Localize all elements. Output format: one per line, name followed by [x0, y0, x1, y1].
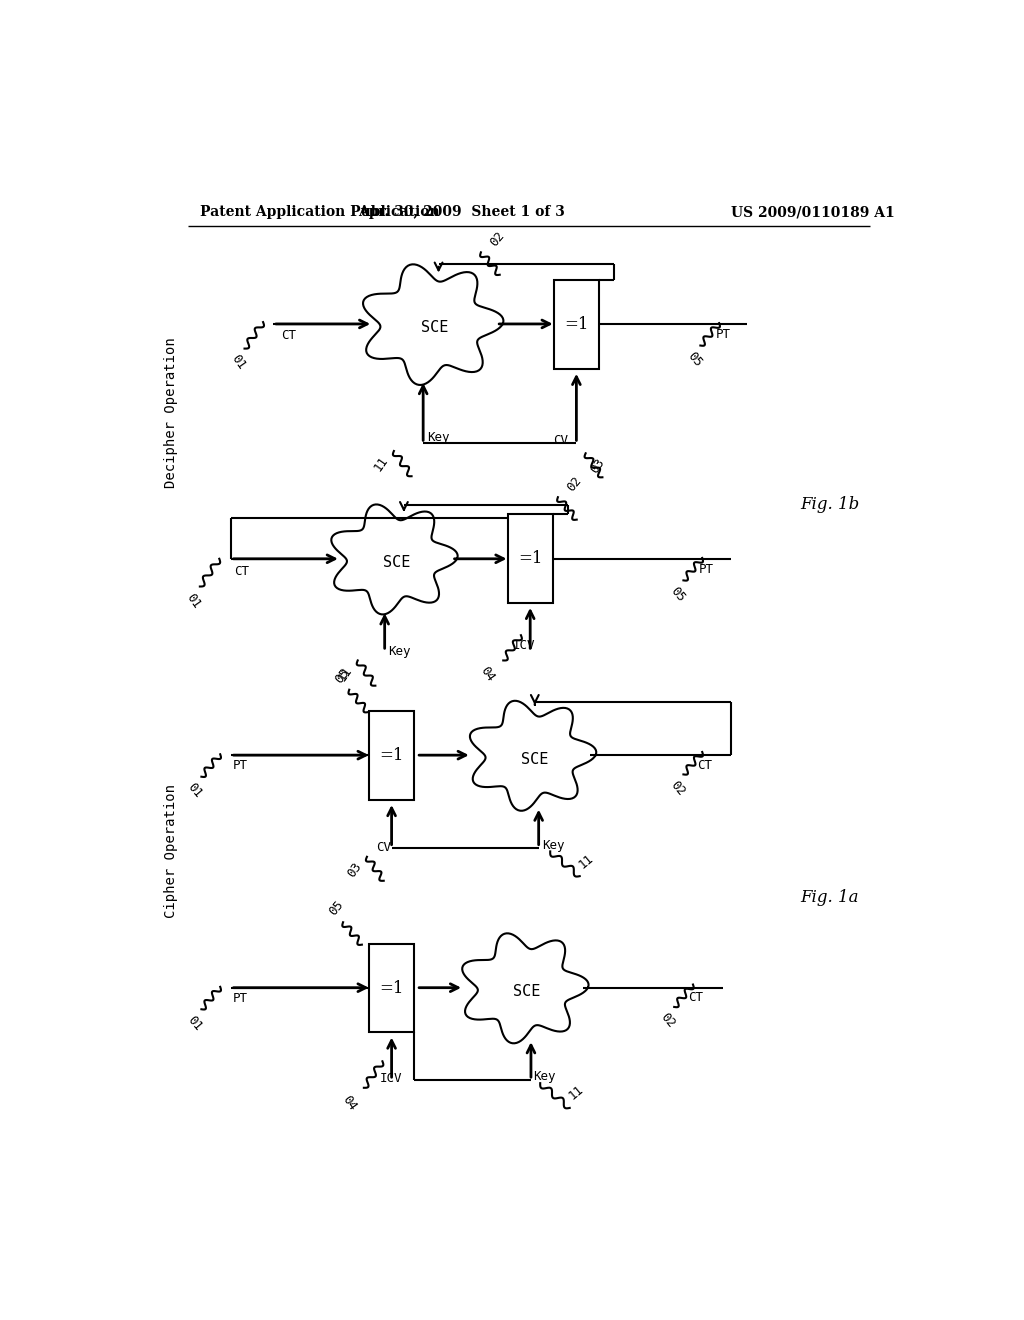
Text: PT: PT: [233, 991, 248, 1005]
Text: PT: PT: [698, 564, 714, 576]
Text: 02: 02: [487, 230, 507, 249]
Text: 02: 02: [658, 1011, 678, 1031]
Text: Apr. 30, 2009  Sheet 1 of 3: Apr. 30, 2009 Sheet 1 of 3: [358, 206, 565, 219]
Text: Fig. 1b: Fig. 1b: [801, 496, 860, 513]
Text: US 2009/0110189 A1: US 2009/0110189 A1: [731, 206, 895, 219]
Text: 11: 11: [577, 851, 596, 871]
Text: 11: 11: [565, 1082, 586, 1102]
Text: 04: 04: [340, 1093, 358, 1113]
Text: 05: 05: [327, 899, 346, 919]
Text: Key: Key: [534, 1069, 556, 1082]
Text: =1: =1: [379, 747, 403, 764]
Text: 04: 04: [478, 664, 498, 684]
Text: 02: 02: [564, 474, 584, 494]
Text: Key: Key: [388, 644, 411, 657]
Text: 01: 01: [185, 780, 205, 800]
Text: CV: CV: [553, 434, 568, 447]
Text: CT: CT: [234, 565, 250, 578]
Bar: [554, 280, 599, 368]
Text: =1: =1: [564, 315, 589, 333]
Text: 01: 01: [184, 591, 204, 611]
Text: Patent Application Publication: Patent Application Publication: [200, 206, 439, 219]
Text: SCE: SCE: [521, 751, 549, 767]
Text: 03: 03: [589, 455, 607, 475]
Text: ICV: ICV: [380, 1072, 402, 1085]
Text: 05: 05: [668, 585, 687, 605]
Text: SCE: SCE: [421, 321, 449, 335]
Text: PT: PT: [233, 759, 248, 772]
Text: 11: 11: [335, 664, 354, 684]
Polygon shape: [470, 701, 596, 810]
Text: Key: Key: [427, 432, 450, 445]
Text: =1: =1: [518, 550, 543, 566]
Polygon shape: [364, 264, 504, 385]
Text: 05: 05: [333, 665, 352, 686]
Bar: [508, 515, 553, 603]
Text: 01: 01: [185, 1014, 205, 1034]
Text: 11: 11: [371, 454, 390, 474]
Text: SCE: SCE: [513, 983, 541, 999]
Bar: [370, 944, 414, 1032]
Text: 01: 01: [228, 352, 248, 372]
Text: 02: 02: [668, 779, 687, 799]
Text: Cipher Operation: Cipher Operation: [164, 784, 177, 919]
Text: Decipher Operation: Decipher Operation: [164, 337, 177, 488]
Text: 03: 03: [345, 861, 365, 879]
Text: 05: 05: [685, 350, 705, 370]
Text: Fig. 1a: Fig. 1a: [801, 890, 859, 906]
Polygon shape: [332, 504, 458, 614]
Text: CT: CT: [688, 991, 703, 1005]
Text: ICV: ICV: [513, 639, 536, 652]
Polygon shape: [462, 933, 589, 1043]
Text: =1: =1: [379, 979, 403, 997]
Text: CT: CT: [281, 329, 296, 342]
Text: CT: CT: [697, 759, 713, 772]
Text: PT: PT: [716, 329, 731, 342]
Text: Key: Key: [543, 838, 565, 851]
Text: SCE: SCE: [383, 556, 410, 570]
Bar: [370, 711, 414, 800]
Text: CV: CV: [376, 841, 391, 854]
